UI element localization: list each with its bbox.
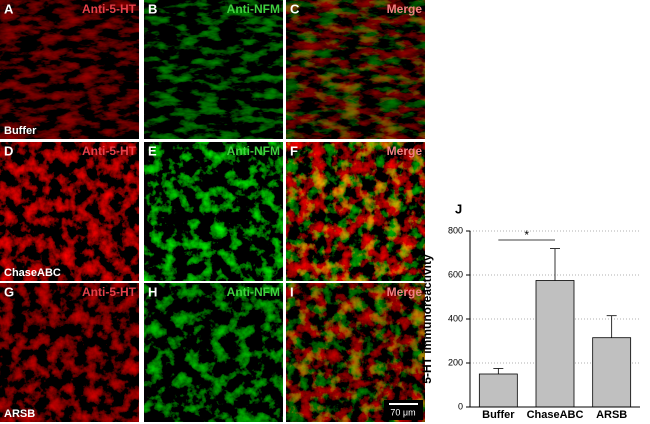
bar bbox=[535, 280, 575, 408]
significance-marker: * bbox=[524, 228, 529, 242]
panel-letter: D bbox=[4, 143, 13, 158]
y-tick-label: 400 bbox=[448, 313, 463, 323]
panel-label: Anti-5-HT bbox=[82, 2, 137, 16]
panel-label: Anti-NFM bbox=[227, 144, 280, 158]
panel-label: Anti-NFM bbox=[227, 2, 280, 16]
bar bbox=[592, 337, 632, 408]
panel-label: Merge bbox=[387, 285, 423, 299]
error-bar bbox=[550, 248, 560, 281]
x-tick-label: ARSB bbox=[596, 409, 627, 421]
micrograph bbox=[286, 142, 425, 281]
micrograph bbox=[286, 283, 425, 422]
scale-bar-label: 70 μm bbox=[390, 407, 415, 417]
micrograph bbox=[0, 142, 139, 281]
micrograph bbox=[286, 0, 425, 139]
panel-label: Anti-5-HT bbox=[82, 144, 137, 158]
row-label: Buffer bbox=[4, 125, 37, 137]
panel-label: Merge bbox=[387, 2, 423, 16]
error-bar bbox=[493, 368, 504, 374]
row-label: ARSB bbox=[4, 408, 35, 420]
row-label: ChaseABC bbox=[4, 267, 61, 279]
x-tick-label: Buffer bbox=[482, 409, 515, 421]
y-tick-label: 800 bbox=[448, 225, 463, 235]
panel-letter: E bbox=[148, 143, 157, 158]
panel-letter: I bbox=[290, 284, 294, 299]
micrograph bbox=[144, 142, 283, 281]
panel-letter: C bbox=[290, 1, 300, 16]
panel-letter: A bbox=[4, 1, 14, 16]
bar bbox=[478, 373, 518, 408]
y-tick-label: 600 bbox=[448, 269, 463, 279]
panel-letter: B bbox=[148, 1, 157, 16]
micrograph bbox=[144, 0, 283, 139]
micrograph bbox=[0, 283, 139, 422]
error-bar bbox=[606, 315, 617, 338]
panel-letter: G bbox=[4, 284, 14, 299]
y-tick-label: 200 bbox=[448, 357, 463, 367]
panel-letter: F bbox=[290, 143, 298, 158]
panel-label: Anti-NFM bbox=[227, 285, 280, 299]
panel-label: Anti-5-HT bbox=[82, 285, 137, 299]
panel-letter: J bbox=[455, 201, 462, 216]
y-tick-label: 0 bbox=[458, 401, 463, 411]
y-axis-label: 5-HT immunoreactivity bbox=[420, 254, 434, 384]
panel-label: Merge bbox=[387, 144, 423, 158]
micrograph bbox=[0, 0, 139, 139]
x-tick-label: ChaseABC bbox=[527, 409, 584, 421]
panel-letter: H bbox=[148, 284, 157, 299]
micrograph bbox=[144, 283, 283, 422]
